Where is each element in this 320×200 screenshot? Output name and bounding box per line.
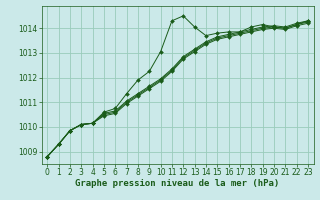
- X-axis label: Graphe pression niveau de la mer (hPa): Graphe pression niveau de la mer (hPa): [76, 179, 280, 188]
